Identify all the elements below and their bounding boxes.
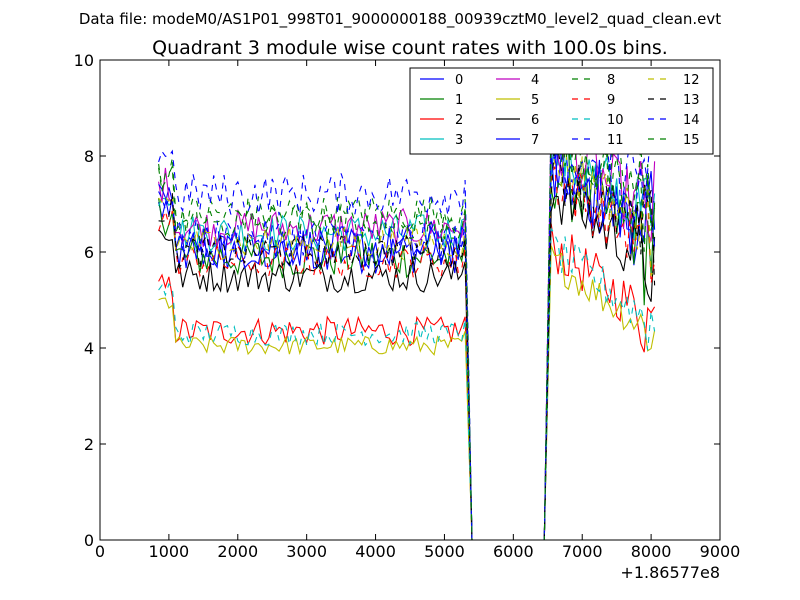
x-axis: 0 1000 2000 3000 4000 5000 6000 7000 8000 9000 [95, 60, 740, 561]
y-tick-label: 4 [84, 339, 94, 358]
series-line-1 [158, 145, 656, 541]
legend-label-10: 10 [607, 113, 624, 128]
y-tick-label: 2 [84, 435, 94, 454]
legend-label-9: 9 [607, 93, 615, 108]
series-line-5 [158, 245, 656, 541]
legend-label-2: 2 [455, 113, 463, 128]
series-line-3 [158, 126, 656, 541]
y-tick-label: 6 [84, 243, 94, 262]
x-tick-label: 2000 [217, 542, 258, 561]
x-offset-label: +1.86577e8 [620, 563, 720, 582]
x-tick-label: 5000 [424, 542, 465, 561]
x-tick-label: 4000 [355, 542, 396, 561]
x-tick-label: 9000 [700, 542, 741, 561]
legend-label-15: 15 [683, 133, 700, 148]
x-tick-label: 3000 [286, 542, 327, 561]
chart-title: Quadrant 3 module wise count rates with … [152, 37, 668, 59]
y-tick-label: 10 [74, 51, 94, 70]
legend-label-7: 7 [531, 133, 539, 148]
y-tick-label: 8 [84, 147, 94, 166]
series-line-15 [158, 105, 656, 541]
series-line-8 [158, 111, 656, 541]
plot-frame [99, 59, 721, 541]
legend-box [409, 67, 714, 155]
x-tick-label: 7000 [562, 542, 603, 561]
chart-suptitle: Data file: modeM0/AS1P01_998T01_90000001… [79, 10, 721, 29]
series-line-7 [158, 134, 656, 541]
y-tick-label: 0 [84, 531, 94, 550]
legend-label-12: 12 [683, 73, 700, 88]
legend-label-13: 13 [683, 93, 700, 108]
plot-lines [158, 84, 656, 541]
legend-label-3: 3 [455, 133, 463, 148]
x-tick-label: 0 [95, 542, 105, 561]
series-line-9 [158, 166, 656, 541]
series-line-12 [158, 140, 656, 541]
legend-label-14: 14 [683, 113, 700, 128]
legend-label-5: 5 [531, 93, 539, 108]
series-line-4 [158, 111, 656, 541]
x-tick-label: 1000 [149, 542, 190, 561]
legend-label-1: 1 [455, 93, 463, 108]
legend-label-6: 6 [531, 113, 539, 128]
series-line-6 [158, 178, 656, 541]
series-line-2 [158, 223, 656, 541]
x-tick-label: 6000 [493, 542, 534, 561]
legend-label-4: 4 [531, 73, 539, 88]
legend-label-0: 0 [455, 73, 463, 88]
x-tick-label: 8000 [631, 542, 672, 561]
legend-label-11: 11 [607, 133, 624, 148]
legend-label-8: 8 [607, 73, 615, 88]
